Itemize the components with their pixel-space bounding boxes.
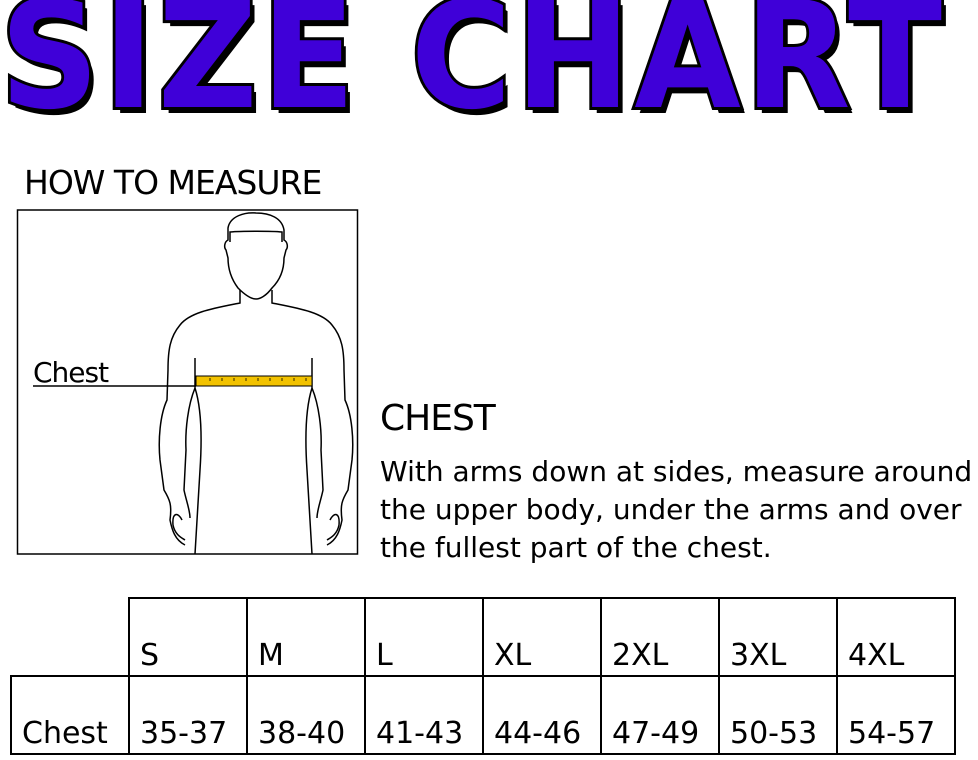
figure-frame [16, 209, 359, 555]
measuring-tape [195, 375, 313, 387]
size-header: 4XL [836, 597, 956, 677]
size-header: L [364, 597, 484, 677]
size-value: 54-57 [836, 675, 956, 755]
chest-heading: CHEST [380, 398, 496, 439]
size-value: 50-53 [718, 675, 838, 755]
table-row: Chest 35-37 38-40 41-43 44-46 47-49 50-5… [10, 675, 956, 755]
size-value: 47-49 [600, 675, 720, 755]
size-header: XL [482, 597, 602, 677]
page-title: SIZE CHART [0, 0, 946, 142]
size-value: 44-46 [482, 675, 602, 755]
tape-ticks [209, 378, 307, 381]
size-header: 3XL [718, 597, 838, 677]
size-table: S M L XL 2XL 3XL 4XL Chest 35-37 38-40 4… [10, 597, 956, 755]
row-label: Chest [10, 675, 130, 755]
how-to-measure-heading: HOW TO MEASURE [24, 163, 322, 202]
measurement-figure: Chest [16, 209, 359, 555]
size-value: 41-43 [364, 675, 484, 755]
size-header: S [128, 597, 248, 677]
size-value: 35-37 [128, 675, 248, 755]
body-outline-icon [158, 212, 354, 555]
size-header-row: S M L XL 2XL 3XL 4XL [11, 597, 956, 677]
size-header: 2XL [600, 597, 720, 677]
size-header: M [246, 597, 366, 677]
corner-cell [11, 598, 130, 677]
size-value: 38-40 [246, 675, 366, 755]
chest-instructions: With arms down at sides, measure around … [380, 455, 973, 564]
chest-figure-label: Chest [33, 356, 109, 389]
